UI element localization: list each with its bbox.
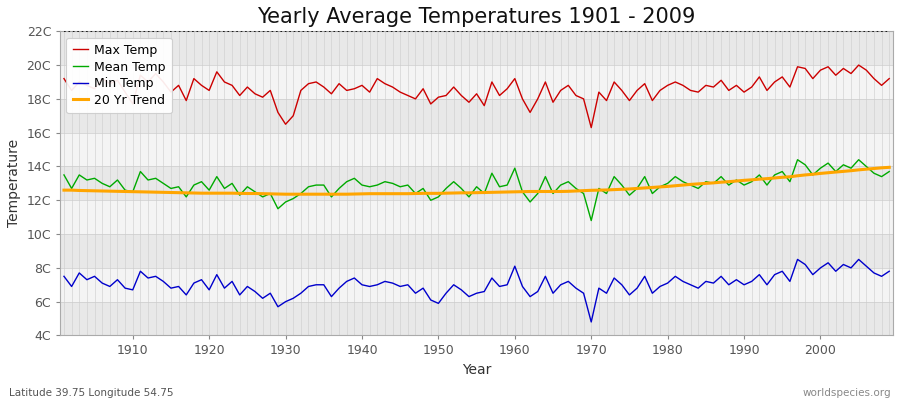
Bar [60,268,893,302]
Max Temp [120,90,130,94]
Max Temp [608,80,619,84]
Mean Temp [608,174,619,179]
Min Temp [608,276,619,280]
Y-axis label: Temperature: Temperature [7,139,21,228]
Max Temp [58,76,69,81]
20 Yr Trend [884,165,895,170]
Mean Temp [288,196,299,201]
20 Yr Trend [280,192,291,196]
20 Yr Trend [608,187,619,192]
Mean Temp [334,186,345,191]
Line: Min Temp: Min Temp [64,260,889,322]
Min Temp [509,264,520,268]
Max Temp [502,86,513,91]
20 Yr Trend [58,188,69,192]
Max Temp [334,81,345,86]
Mean Temp [586,218,597,223]
Mean Temp [792,157,803,162]
Bar [60,65,893,99]
Mean Temp [502,183,513,188]
Text: worldspecies.org: worldspecies.org [803,388,891,398]
Min Temp [288,296,299,301]
Min Temp [502,282,513,287]
Line: Mean Temp: Mean Temp [64,160,889,220]
Text: Latitude 39.75 Longitude 54.75: Latitude 39.75 Longitude 54.75 [9,388,174,398]
Min Temp [58,274,69,279]
Bar [60,234,893,268]
Min Temp [334,286,345,290]
Line: Max Temp: Max Temp [64,65,889,128]
20 Yr Trend [341,192,352,196]
X-axis label: Year: Year [462,363,491,377]
Mean Temp [58,172,69,177]
Min Temp [792,257,803,262]
Bar [60,166,893,200]
Max Temp [853,63,864,68]
20 Yr Trend [509,190,520,194]
20 Yr Trend [120,189,130,194]
Max Temp [884,76,895,81]
Mean Temp [120,188,130,192]
Bar [60,302,893,336]
Bar [60,31,893,65]
Bar [60,133,893,166]
Legend: Max Temp, Mean Temp, Min Temp, 20 Yr Trend: Max Temp, Mean Temp, Min Temp, 20 Yr Tre… [67,38,172,113]
Bar [60,200,893,234]
20 Yr Trend [518,189,528,194]
Title: Yearly Average Temperatures 1901 - 2009: Yearly Average Temperatures 1901 - 2009 [257,7,696,27]
Min Temp [120,286,130,290]
Mean Temp [509,166,520,170]
Max Temp [586,125,597,130]
Max Temp [288,113,299,118]
Max Temp [509,76,520,81]
Min Temp [884,269,895,274]
20 Yr Trend [295,192,306,196]
Line: 20 Yr Trend: 20 Yr Trend [64,167,889,194]
Mean Temp [884,169,895,174]
Min Temp [586,320,597,324]
Bar [60,99,893,133]
